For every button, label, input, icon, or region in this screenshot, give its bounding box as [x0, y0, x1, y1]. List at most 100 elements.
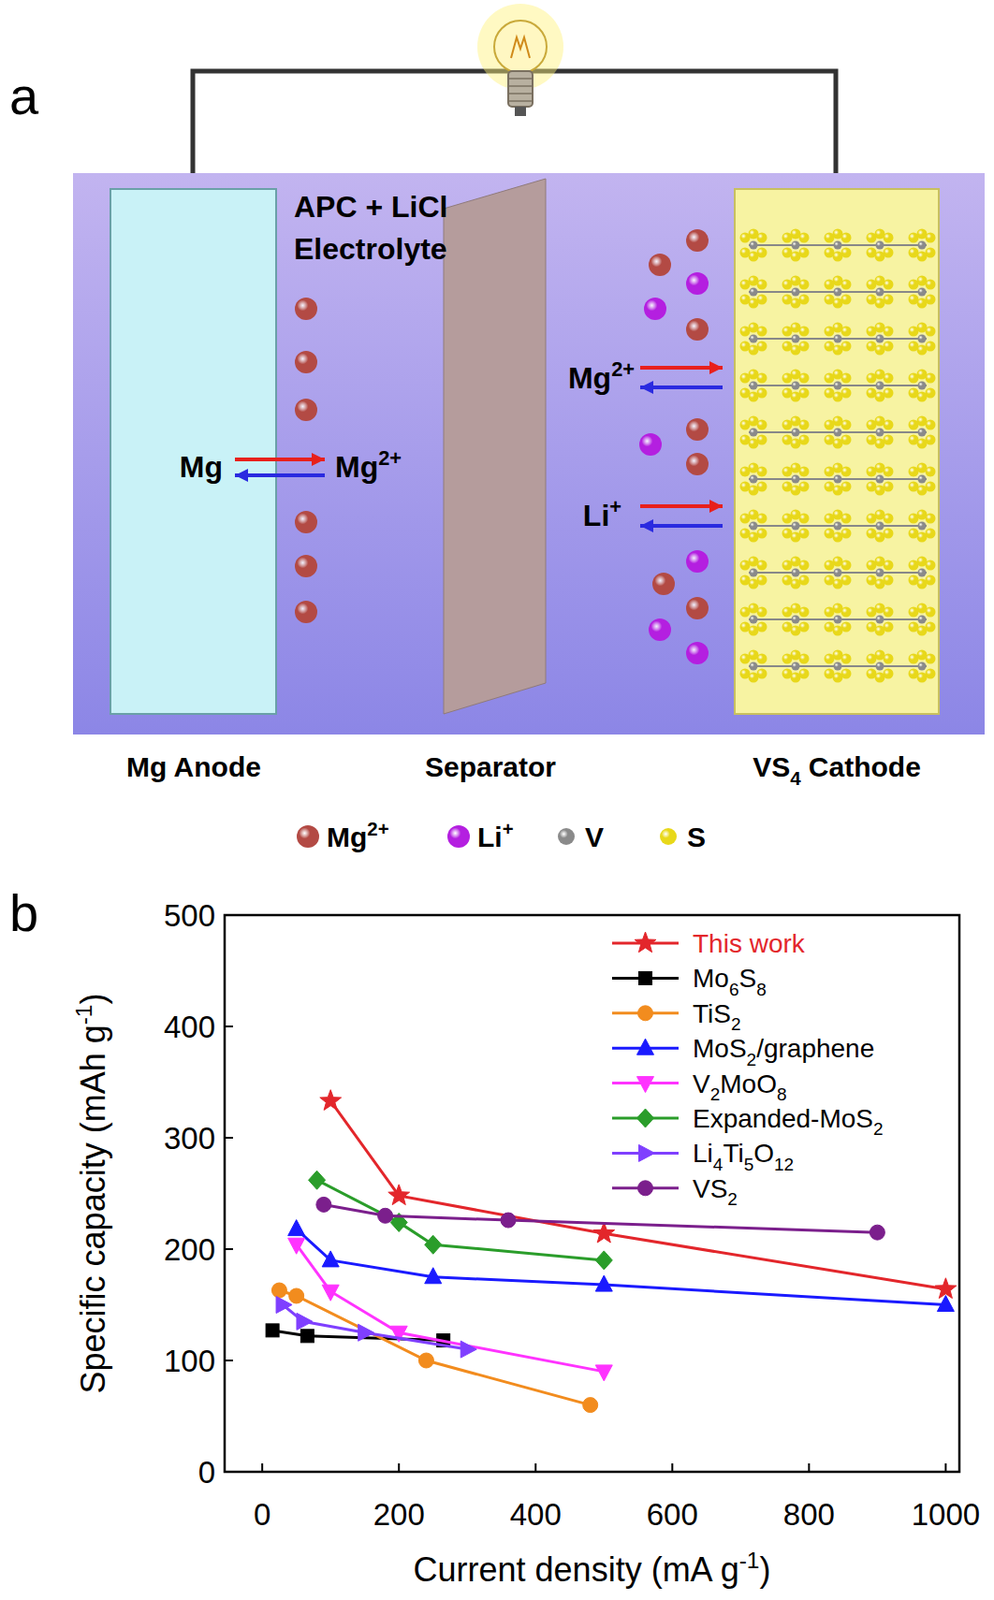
s-atom: [833, 579, 844, 590]
x-tick: [261, 1463, 264, 1473]
component-label: Mg Anode: [126, 751, 262, 783]
v-atom: [791, 428, 801, 438]
legend-label: Mg2+: [326, 818, 390, 853]
y-tick-label: 500: [163, 898, 216, 934]
s-atom: [748, 672, 760, 684]
data-point: [265, 1324, 279, 1338]
text-run: 2: [873, 1119, 884, 1140]
data-point: [593, 1222, 615, 1243]
s-atom: [833, 463, 844, 474]
s-atom: [875, 369, 886, 381]
s-atom: [790, 603, 802, 614]
legend-marker: [639, 971, 653, 985]
text-run: 2: [710, 1084, 721, 1105]
legend-marker: [637, 1077, 655, 1094]
component-label: VS4 Cathode: [752, 751, 921, 790]
s-atom: [875, 603, 886, 614]
arrow-head: [709, 499, 723, 513]
mg-ion: [294, 350, 318, 374]
s-atom: [875, 556, 886, 568]
x-tick-label: 400: [510, 1497, 562, 1533]
s-atom: [833, 322, 844, 334]
bulb-thread: [508, 92, 533, 95]
legend-label: S: [687, 821, 706, 853]
text-run: b: [9, 883, 39, 943]
s-atom: [748, 416, 760, 427]
mg-ion: [686, 597, 709, 620]
v-atom: [791, 475, 801, 484]
y-tick-label: 300: [163, 1121, 216, 1156]
v-atom: [833, 569, 843, 578]
data-point: [316, 1197, 332, 1213]
v-atom: [918, 615, 927, 625]
li-ion: [643, 297, 667, 321]
mg-ion: [686, 318, 709, 341]
text-run: Electrolyte: [293, 232, 448, 266]
text-run: Cathode: [801, 751, 921, 783]
s-atom: [875, 485, 886, 497]
s-atom: [917, 672, 928, 684]
legend-label: Li4Ti5O12: [692, 1139, 794, 1174]
legend-ball: [296, 825, 320, 848]
s-atom: [790, 251, 802, 263]
s-atom: [790, 532, 802, 543]
mg-ion: [686, 418, 709, 441]
data-point: [424, 1235, 442, 1255]
y-tick-label: 400: [163, 1009, 216, 1045]
y-tick: [224, 914, 234, 917]
arrow-head: [640, 519, 654, 533]
y-tick: [224, 1471, 234, 1474]
s-atom: [875, 322, 886, 334]
s-atom: [875, 650, 886, 661]
v-atom: [918, 335, 927, 344]
li-ion: [648, 618, 672, 642]
data-point: [321, 1285, 339, 1301]
legend-marker: [638, 1006, 654, 1022]
s-atom: [875, 251, 886, 263]
v-atom: [876, 522, 885, 531]
s-atom: [833, 438, 844, 450]
x-tick: [534, 1463, 537, 1473]
legend-label: MoS2/graphene: [692, 1034, 875, 1069]
series-line: [296, 1244, 605, 1373]
separator: [443, 178, 546, 715]
s-atom: [833, 392, 844, 403]
legend-ball: [447, 825, 470, 848]
s-atom: [790, 322, 802, 334]
s-atom: [917, 345, 928, 356]
filament: [511, 37, 530, 59]
data-point: [300, 1330, 314, 1344]
s-atom: [748, 532, 760, 543]
panel-letter: a: [9, 66, 40, 126]
s-atom: [917, 276, 928, 287]
s-atom: [748, 392, 760, 403]
s-atom: [917, 650, 928, 661]
text-run: Mg: [568, 361, 612, 395]
s-atom: [833, 416, 844, 427]
s-atom: [875, 532, 886, 543]
text-run: Ti: [722, 1139, 744, 1169]
s-atom: [917, 298, 928, 309]
mg-ion: [652, 572, 675, 596]
v-atom: [918, 241, 927, 250]
data-point: [424, 1268, 442, 1285]
s-atom: [748, 438, 760, 450]
s-atom: [833, 229, 844, 240]
series-line: [296, 1229, 947, 1306]
text-run: Mg: [179, 450, 223, 484]
s-atom: [790, 556, 802, 568]
plot-frame: [224, 915, 960, 1473]
reaction-label: Mg2+: [335, 446, 402, 484]
text-run: 2+: [611, 357, 635, 381]
electrolyte-label: APC + LiCl: [293, 190, 448, 224]
panel-b: b020040060080010000100200300400500Curren…: [9, 883, 980, 1590]
s-atom: [917, 438, 928, 450]
s-atom: [748, 276, 760, 287]
mg-ion: [294, 555, 318, 578]
v-atom: [876, 475, 885, 484]
legend: This workMo6S8TiS2MoS2/grapheneV2MoO8Exp…: [612, 929, 884, 1210]
v-atom: [833, 335, 843, 344]
data-point: [276, 1297, 293, 1315]
text-run: -1: [739, 1548, 761, 1574]
s-atom: [790, 510, 802, 521]
